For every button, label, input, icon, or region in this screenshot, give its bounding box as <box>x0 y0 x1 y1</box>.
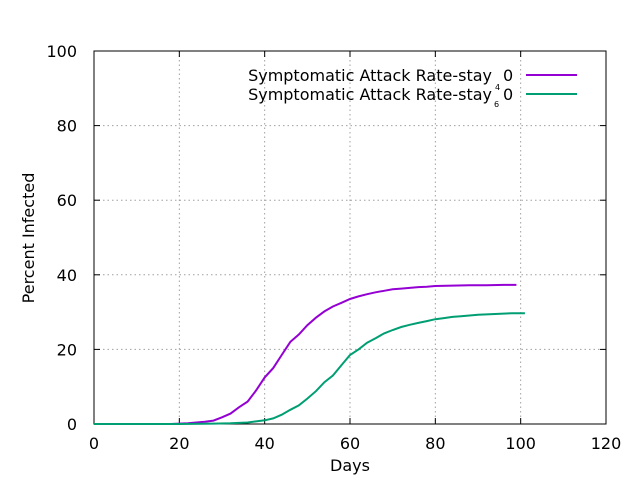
legend-suffix-2: 0 <box>503 85 513 104</box>
x-tick-label: 20 <box>169 434 189 453</box>
plot-frame <box>93 50 607 425</box>
x-axis-title: Days <box>330 456 370 475</box>
legend: Symptomatic Attack Rate-stay 0 Symptomat… <box>248 66 577 109</box>
series-line-2 <box>94 312 525 425</box>
y-tick-label: 40 <box>57 266 77 285</box>
x-tick-label: 80 <box>425 434 445 453</box>
legend-entry-1: Symptomatic Attack Rate-stay 0 <box>248 66 577 85</box>
grid <box>94 51 606 424</box>
legend-label-1: Symptomatic Attack Rate-stay <box>248 66 492 85</box>
x-tick-label: 40 <box>254 434 274 453</box>
x-tick-label: 100 <box>505 434 536 453</box>
legend-label-2: Symptomatic Attack Rate-stay <box>248 85 492 104</box>
legend-subscript-2: 6 <box>494 100 499 109</box>
y-tick-label: 0 <box>67 415 77 434</box>
x-tick-label: 60 <box>340 434 360 453</box>
series-line-1 <box>94 283 517 425</box>
y-tick-label: 80 <box>57 117 77 136</box>
legend-superscript-2: 4 <box>495 83 500 92</box>
legend-suffix-1: 0 <box>503 66 513 85</box>
y-tick-label: 100 <box>46 42 77 61</box>
series-lines <box>94 283 525 425</box>
x-tick-label: 0 <box>89 434 99 453</box>
y-axis-title: Percent Infected <box>19 173 38 304</box>
y-tick-label: 60 <box>57 191 77 210</box>
legend-entry-2: Symptomatic Attack Rate-stay 4 6 0 <box>248 83 577 109</box>
x-tick-label: 120 <box>591 434 622 453</box>
y-tick-label: 20 <box>57 340 77 359</box>
